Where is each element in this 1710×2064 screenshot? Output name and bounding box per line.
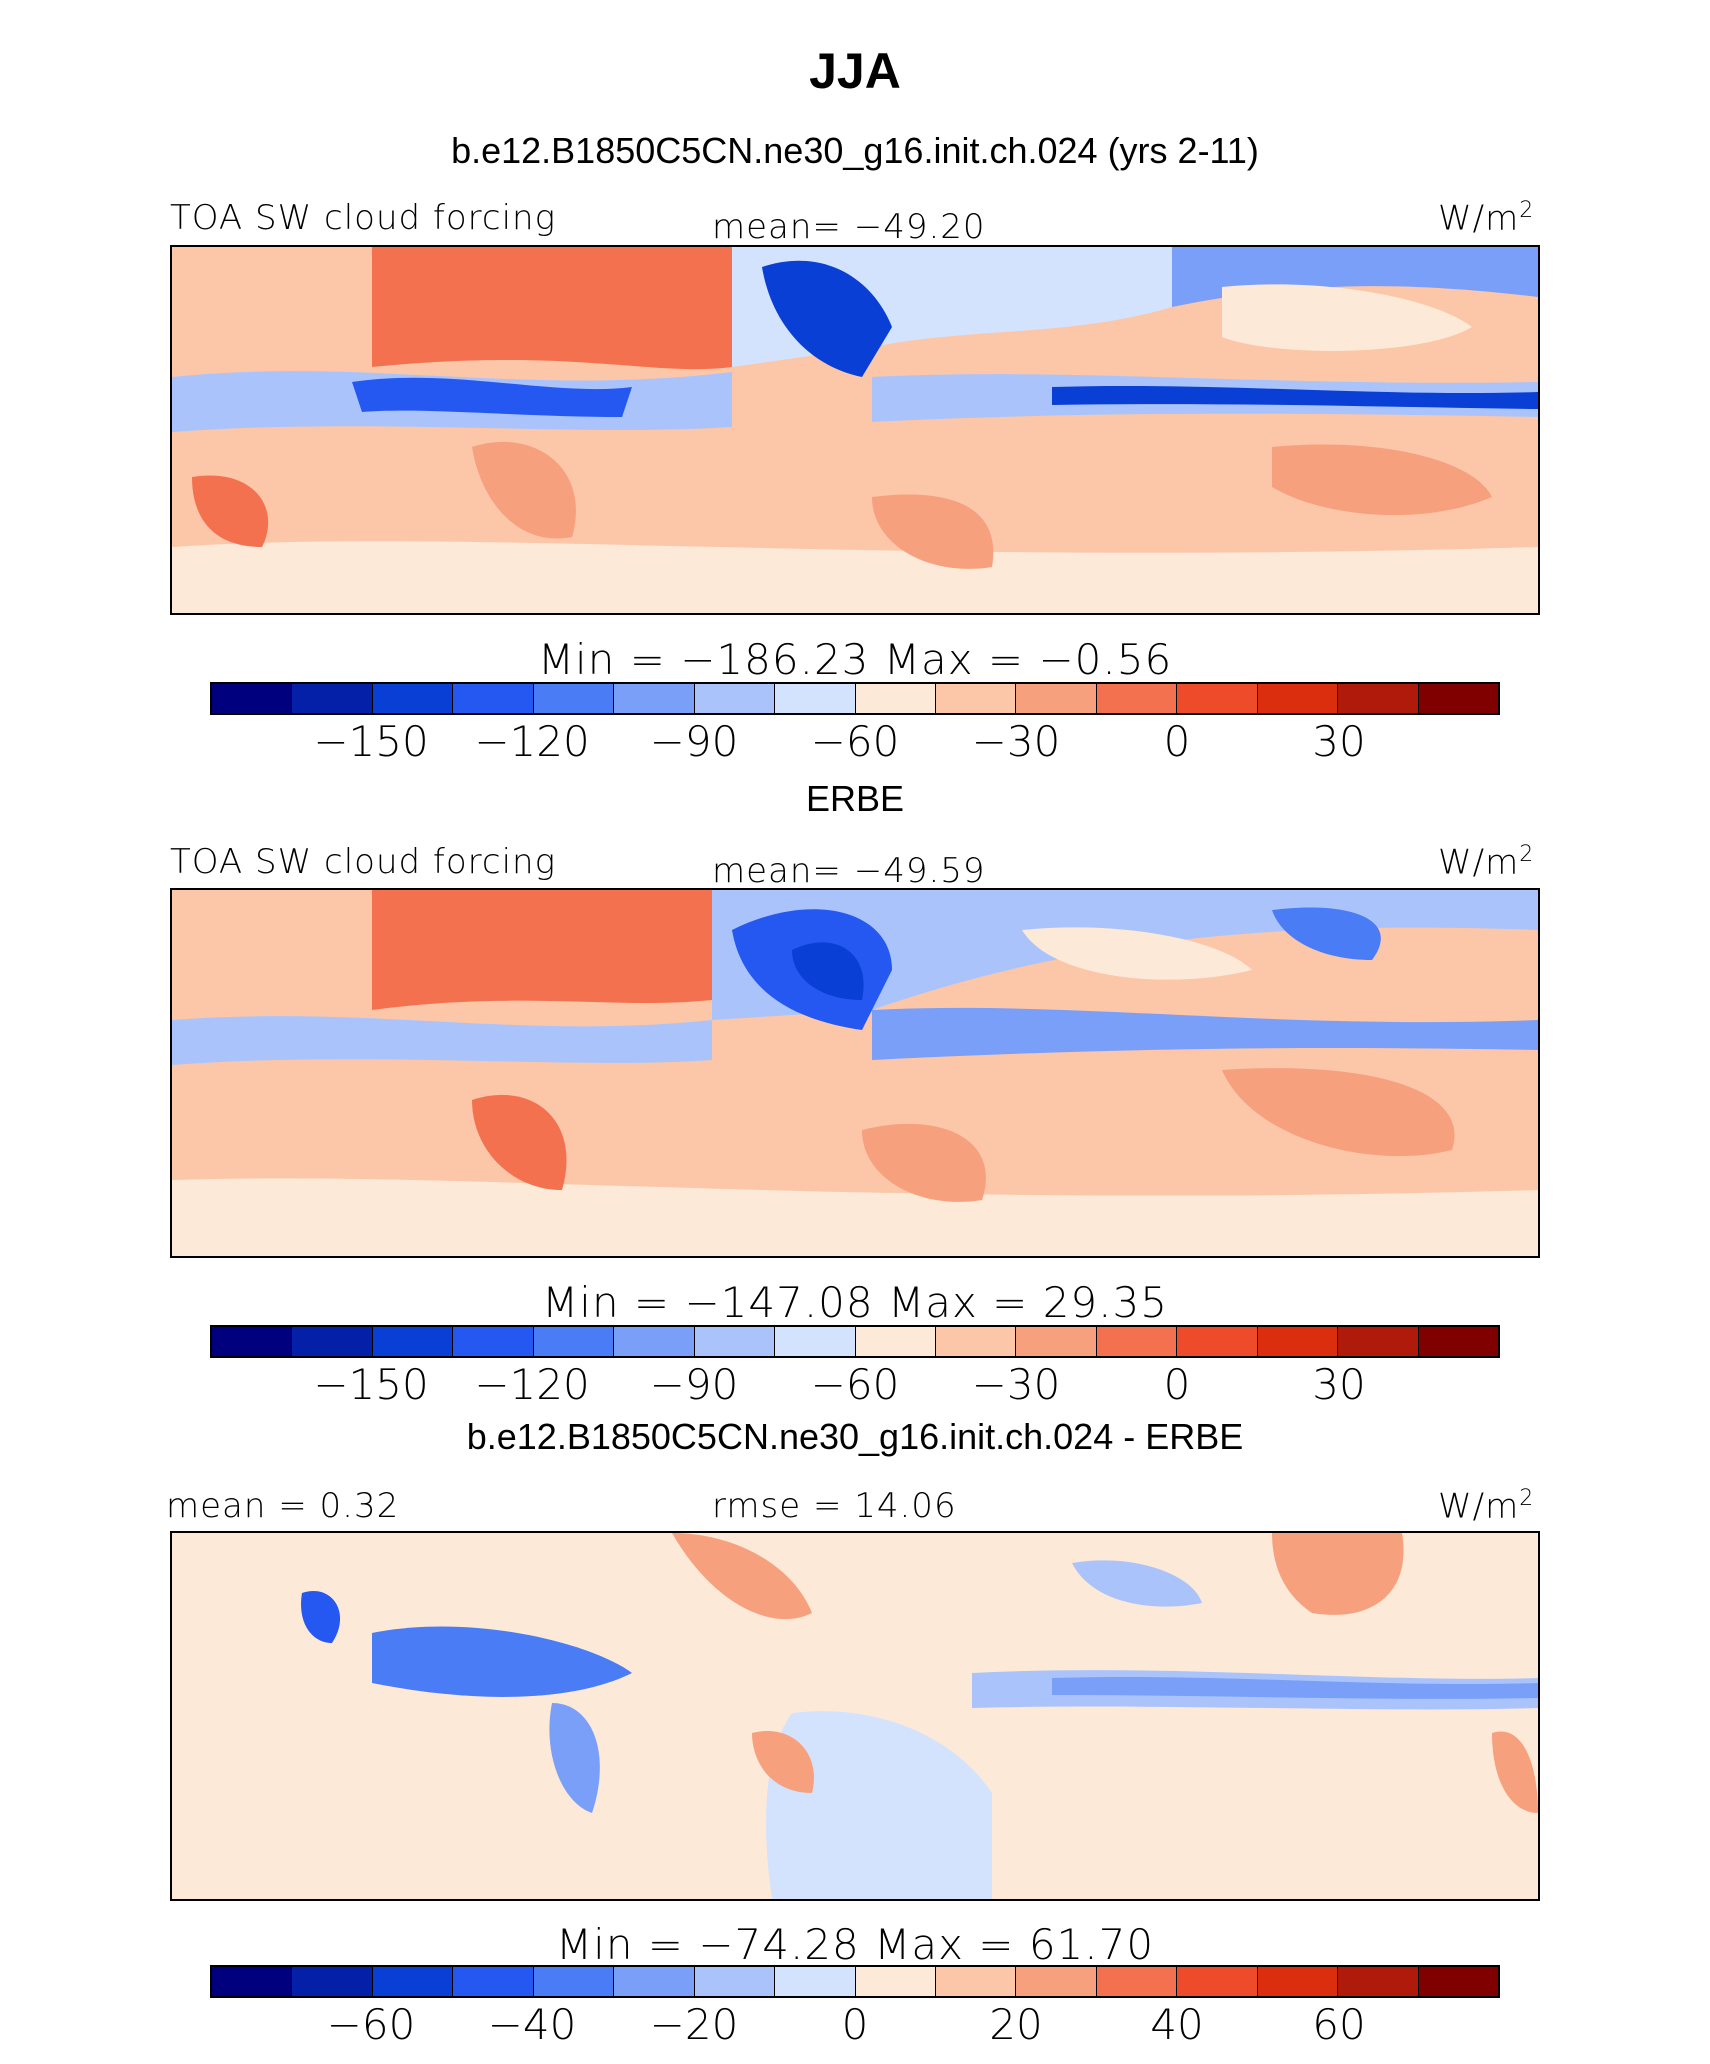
colorbar-tick-label: −20 bbox=[649, 2000, 739, 2049]
panel-3-mean-label: mean = 0.32 bbox=[166, 1486, 400, 1526]
colorbar-tick-label: −150 bbox=[313, 1360, 429, 1409]
colorbar-swatch bbox=[855, 1327, 936, 1356]
panel-1-units: W/m2 bbox=[1438, 198, 1535, 239]
colorbar-swatch bbox=[1177, 1327, 1258, 1356]
colorbar-swatch bbox=[855, 684, 936, 713]
colorbar-swatch bbox=[1338, 1967, 1419, 1996]
panel-1-mean-label: mean= −49.20 bbox=[712, 207, 986, 247]
panel-3-units: W/m2 bbox=[1438, 1486, 1535, 1527]
panel-3-minmax: Min = −74.28 Max = 61.70 bbox=[555, 1920, 1155, 1969]
colorbar-swatch bbox=[453, 684, 534, 713]
panel-2-colorbar bbox=[210, 1325, 1500, 1358]
panel-1-minmax: Min = −186.23 Max = −0.56 bbox=[537, 635, 1173, 684]
colorbar-swatch bbox=[1016, 1967, 1097, 1996]
colorbar-swatch bbox=[453, 1327, 534, 1356]
panel-1-left-label: TOA SW cloud forcing bbox=[170, 198, 556, 238]
panel-1-subtitle: b.e12.B1850C5CN.ne30_g16.init.ch.024 (yr… bbox=[451, 130, 1259, 171]
colorbar-tick-label: −60 bbox=[326, 2000, 416, 2049]
colorbar-swatch bbox=[1418, 1327, 1498, 1356]
colorbar-swatch bbox=[533, 1967, 615, 1996]
panel-3-rmse-label: rmse = 14.06 bbox=[712, 1486, 957, 1526]
colorbar-swatch bbox=[614, 684, 695, 713]
colorbar-swatch bbox=[292, 1327, 373, 1356]
colorbar-swatch bbox=[775, 1327, 856, 1356]
colorbar-swatch bbox=[935, 1327, 1017, 1356]
colorbar-tick-label: −120 bbox=[474, 717, 590, 766]
panel-1-colorbar bbox=[210, 682, 1500, 715]
colorbar-swatch bbox=[1257, 1967, 1339, 1996]
colorbar-swatch bbox=[212, 1967, 293, 1996]
colorbar-tick-label: 30 bbox=[1312, 1360, 1366, 1409]
colorbar-swatch bbox=[292, 1967, 373, 1996]
colorbar-swatch bbox=[372, 1327, 454, 1356]
colorbar-swatch bbox=[1418, 1967, 1498, 1996]
colorbar-swatch bbox=[694, 684, 776, 713]
panel-2-mean-label: mean= −49.59 bbox=[712, 851, 986, 891]
colorbar-swatch bbox=[372, 1967, 454, 1996]
figure-title: JJA bbox=[809, 43, 901, 99]
colorbar-swatch bbox=[212, 684, 293, 713]
colorbar-swatch bbox=[775, 1967, 856, 1996]
colorbar-tick-label: −150 bbox=[313, 717, 429, 766]
colorbar-swatch bbox=[775, 684, 856, 713]
colorbar-swatch bbox=[1177, 684, 1258, 713]
colorbar-swatch bbox=[1257, 684, 1339, 713]
colorbar-swatch bbox=[614, 1967, 695, 1996]
panel-2-map bbox=[170, 888, 1540, 1258]
colorbar-swatch bbox=[533, 684, 615, 713]
colorbar-swatch bbox=[1177, 1967, 1258, 1996]
colorbar-swatch bbox=[1096, 1327, 1178, 1356]
colorbar-swatch bbox=[1016, 684, 1097, 713]
colorbar-swatch bbox=[1096, 1967, 1178, 1996]
colorbar-swatch bbox=[935, 1967, 1017, 1996]
colorbar-tick-label: 30 bbox=[1312, 717, 1366, 766]
colorbar-tick-label: 40 bbox=[1150, 2000, 1204, 2049]
colorbar-swatch bbox=[292, 684, 373, 713]
colorbar-tick-label: 0 bbox=[841, 2000, 869, 2049]
colorbar-tick-label: 0 bbox=[1163, 1360, 1191, 1409]
colorbar-tick-label: −90 bbox=[649, 1360, 739, 1409]
panel-2-subtitle: ERBE bbox=[805, 778, 905, 819]
colorbar-tick-label: −30 bbox=[971, 717, 1061, 766]
colorbar-swatch bbox=[694, 1327, 776, 1356]
colorbar-tick-label: −40 bbox=[487, 2000, 577, 2049]
colorbar-tick-label: 0 bbox=[1163, 717, 1191, 766]
colorbar-tick-label: −30 bbox=[971, 1360, 1061, 1409]
panel-3-subtitle: b.e12.B1850C5CN.ne30_g16.init.ch.024 - E… bbox=[466, 1416, 1244, 1457]
colorbar-tick-label: −90 bbox=[649, 717, 739, 766]
panel-1-map bbox=[170, 245, 1540, 615]
panel-2-units: W/m2 bbox=[1438, 842, 1535, 883]
panel-2-minmax: Min = −147.08 Max = 29.35 bbox=[542, 1278, 1168, 1327]
colorbar-swatch bbox=[855, 1967, 936, 1996]
colorbar-tick-label: −120 bbox=[474, 1360, 590, 1409]
colorbar-swatch bbox=[1016, 1327, 1097, 1356]
colorbar-swatch bbox=[935, 684, 1017, 713]
colorbar-tick-label: 60 bbox=[1312, 2000, 1366, 2049]
colorbar-swatch bbox=[694, 1967, 776, 1996]
panel-3-colorbar bbox=[210, 1965, 1500, 1998]
colorbar-swatch bbox=[372, 684, 454, 713]
colorbar-swatch bbox=[1338, 1327, 1419, 1356]
colorbar-swatch bbox=[212, 1327, 293, 1356]
colorbar-tick-label: −60 bbox=[810, 717, 900, 766]
panel-3-map bbox=[170, 1531, 1540, 1901]
colorbar-tick-label: −60 bbox=[810, 1360, 900, 1409]
colorbar-swatch bbox=[1096, 684, 1178, 713]
colorbar-swatch bbox=[1257, 1327, 1339, 1356]
colorbar-swatch bbox=[1338, 684, 1419, 713]
colorbar-swatch bbox=[453, 1967, 534, 1996]
colorbar-tick-label: 20 bbox=[989, 2000, 1043, 2049]
colorbar-swatch bbox=[533, 1327, 615, 1356]
panel-2-left-label: TOA SW cloud forcing bbox=[170, 842, 556, 882]
colorbar-swatch bbox=[614, 1327, 695, 1356]
colorbar-swatch bbox=[1418, 684, 1498, 713]
